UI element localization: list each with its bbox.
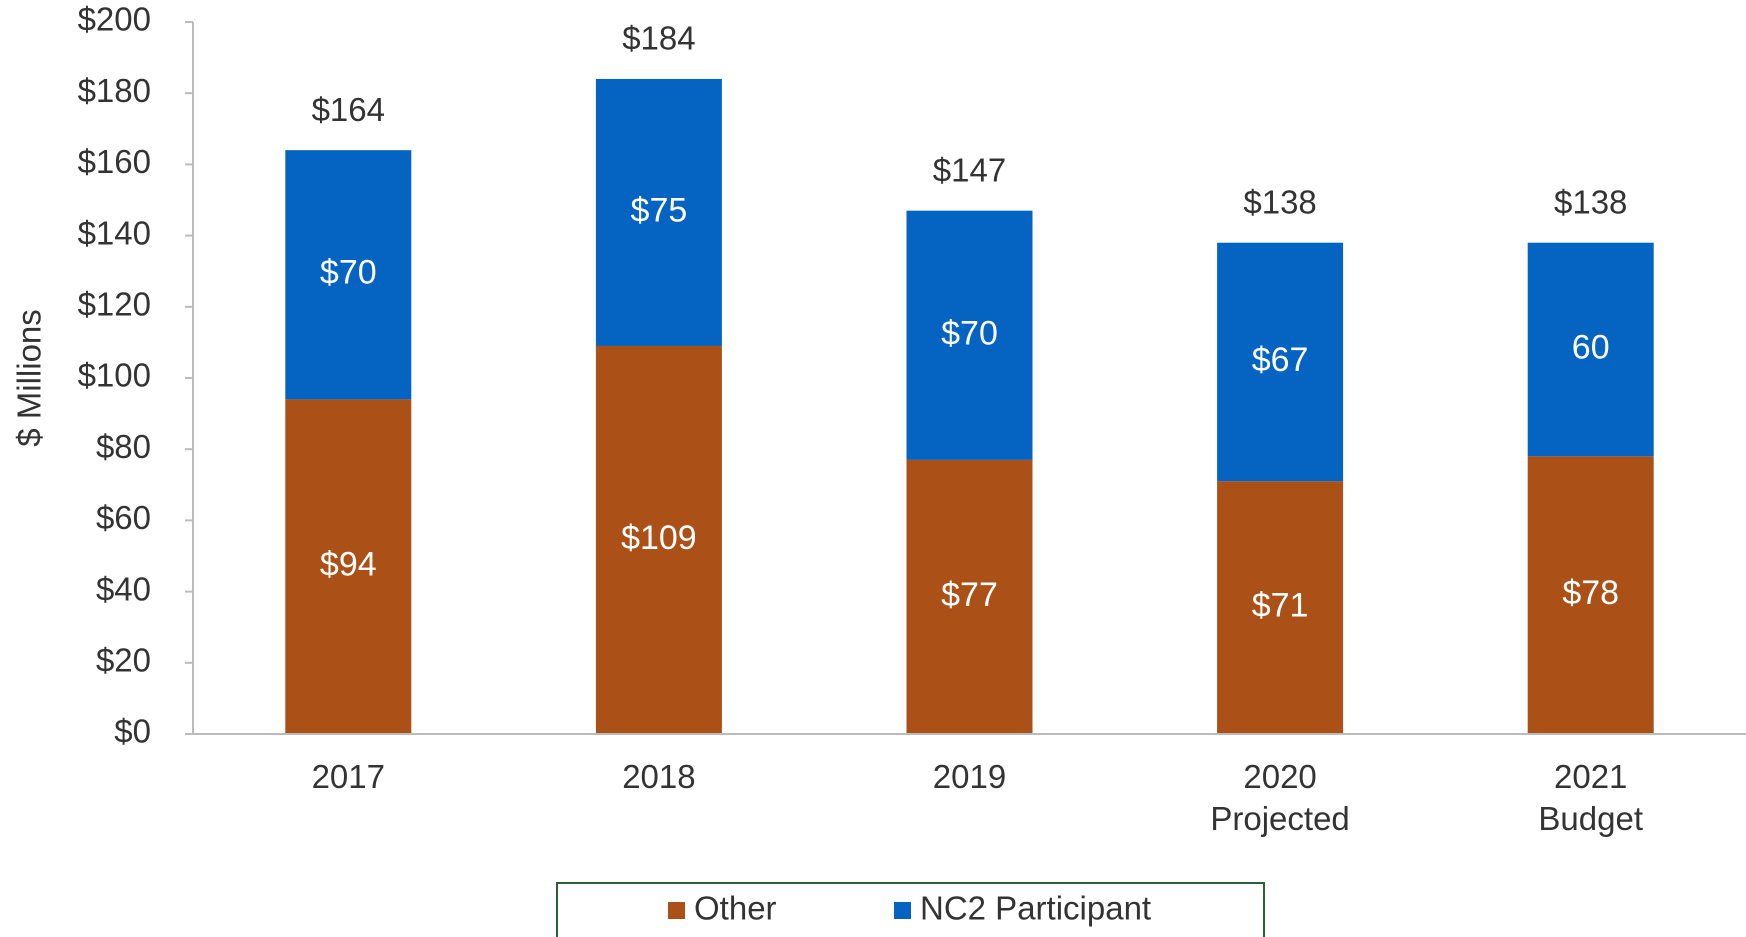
bar-segment: [285, 399, 412, 734]
value-label: $75: [631, 191, 688, 229]
total-label: $138: [1554, 183, 1627, 220]
bar-segment: [595, 345, 722, 734]
bar-segment: [906, 459, 1033, 734]
value-label: $67: [1252, 341, 1309, 379]
legend-label: NC2 Participant: [920, 890, 1151, 927]
y-tick-label: $140: [78, 214, 151, 251]
legend-swatch: [668, 902, 685, 919]
y-tick-label: $100: [78, 357, 151, 394]
value-label: 60: [1572, 329, 1610, 367]
bar-segment: [1217, 242, 1344, 482]
x-tick-label: 2017: [312, 758, 385, 795]
x-tick-label: 2018: [622, 758, 695, 795]
legend-box: [556, 882, 1265, 937]
bar-segment: [1527, 242, 1654, 457]
y-tick-label: $20: [96, 642, 151, 679]
y-tick-label: $180: [78, 72, 151, 109]
value-label: $71: [1252, 587, 1309, 625]
total-label: $147: [933, 151, 1006, 188]
value-label: $109: [621, 519, 697, 557]
legend-label: Other: [694, 890, 777, 927]
y-axis-title: $ Millions: [11, 309, 48, 447]
x-tick-label: 2021 Budget: [1538, 758, 1643, 837]
y-tick-label: $160: [78, 143, 151, 180]
total-label: $138: [1243, 183, 1316, 220]
bar-segment: [906, 210, 1033, 460]
legend-swatch: [894, 902, 911, 919]
y-tick-label: $40: [96, 570, 151, 607]
bar-segment: [1527, 456, 1654, 734]
y-tick-label: $60: [96, 499, 151, 536]
y-tick-label: $0: [114, 713, 151, 750]
x-tick-label: 2019: [933, 758, 1006, 795]
x-tick-label: 2020 Projected: [1210, 758, 1349, 837]
y-tick-label: $200: [78, 1, 151, 38]
value-label: $70: [941, 314, 998, 352]
value-label: $78: [1562, 574, 1619, 612]
value-label: $94: [320, 546, 377, 584]
value-label: $77: [941, 576, 998, 614]
total-label: $164: [312, 91, 385, 128]
y-tick-label: $80: [96, 428, 151, 465]
bar-segment: [285, 150, 412, 400]
total-label: $184: [622, 20, 695, 57]
value-label: $70: [320, 254, 377, 292]
bar-segment: [595, 78, 722, 346]
y-tick-label: $120: [78, 286, 151, 323]
bar-segment: [1217, 481, 1344, 734]
